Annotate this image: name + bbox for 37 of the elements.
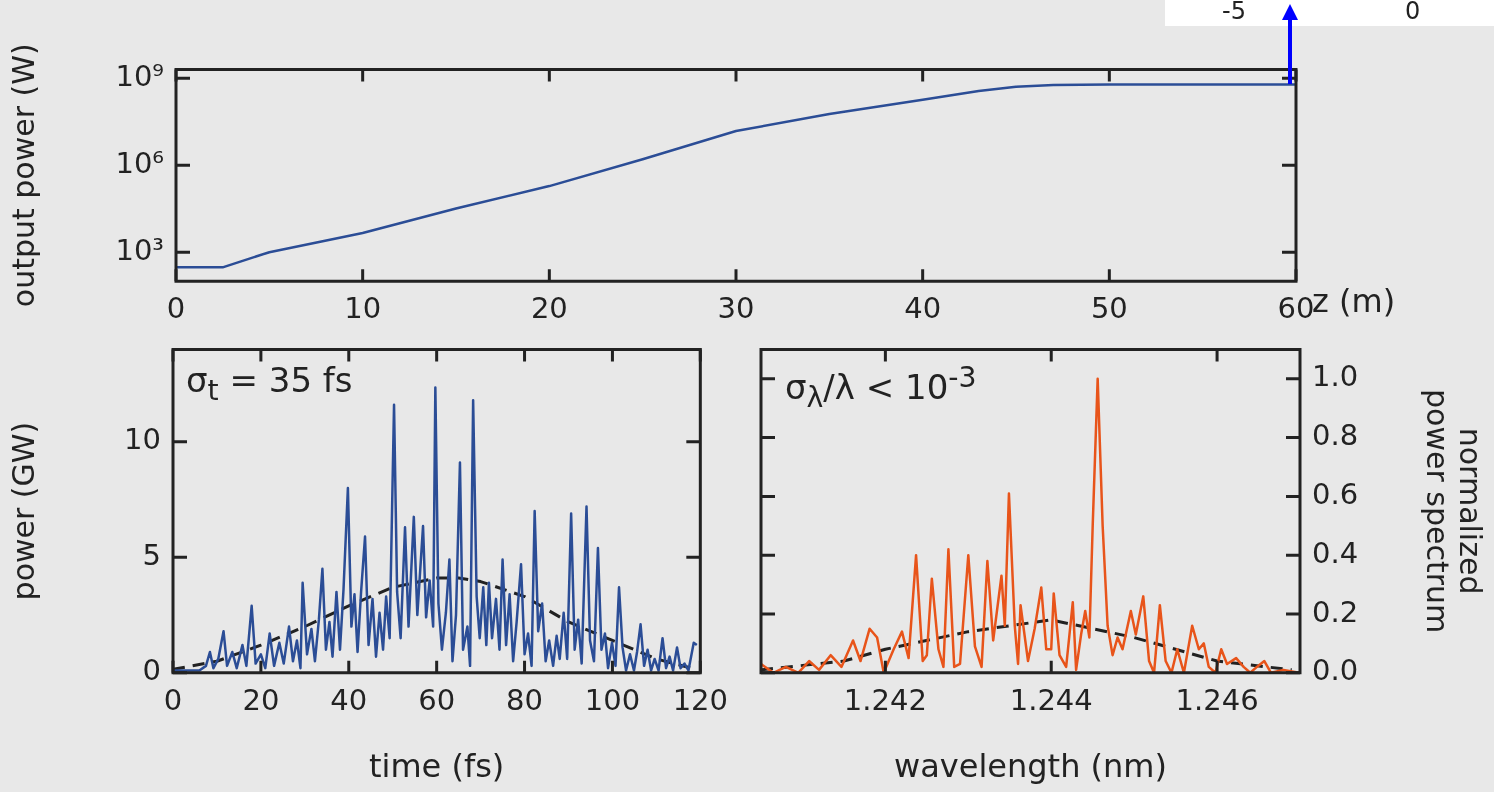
- x-tick-label: 1.242: [843, 682, 927, 717]
- text: -5: [1222, 0, 1246, 25]
- x-tick-label: 20: [242, 682, 280, 717]
- y-axis-title: power (GW): [6, 421, 42, 601]
- y-tick-label: 0.4: [1312, 535, 1359, 570]
- y-tick-label: 10⁶: [115, 145, 164, 180]
- y-tick-label: 5: [142, 537, 161, 572]
- text: 0: [1405, 0, 1421, 25]
- y-tick-label: 0.6: [1312, 476, 1359, 511]
- x-tick-label: 100: [584, 682, 641, 717]
- x-tick-label: 1.244: [1009, 682, 1093, 717]
- y-axis-title: normalized power spectrum: [1419, 388, 1488, 634]
- y-tick-label: 10³: [115, 232, 164, 267]
- x-axis-title: time (fs): [368, 747, 505, 786]
- y-tick-label: 0.2: [1312, 594, 1359, 629]
- annotation: σ$_{t}$ = 35 fs: [186, 360, 353, 407]
- y-tick-label: 1.0: [1312, 359, 1359, 394]
- x-tick-label: 50: [1090, 291, 1128, 326]
- x-tick-label: 30: [717, 291, 755, 326]
- x-tick-label: 40: [330, 682, 368, 717]
- y-tick-label: 0.8: [1312, 418, 1359, 453]
- y-tick-label: 0.0: [1312, 653, 1359, 688]
- x-tick-label: 80: [506, 682, 543, 717]
- y-axis-title: output power (W): [6, 43, 42, 308]
- y-tick-label: 10⁹: [115, 58, 164, 93]
- x-tick-label: 1.246: [1175, 682, 1259, 717]
- x-tick-label: 60: [418, 682, 456, 717]
- x-tick-label: 20: [530, 291, 568, 326]
- x-axis-title: z (m): [1312, 282, 1396, 320]
- x-tick-label: 40: [904, 291, 942, 326]
- x-tick-label: 120: [672, 682, 728, 717]
- x-tick-label: 10: [344, 291, 382, 326]
- x-axis-title: wavelength (nm): [894, 747, 1167, 786]
- y-tick-label: 0: [142, 653, 161, 688]
- annotation: σ$_{λ}$/λ < 10$^{-3}$: [785, 361, 977, 415]
- y-tick-label: 10: [124, 422, 161, 457]
- x-tick-label: 0: [166, 291, 186, 326]
